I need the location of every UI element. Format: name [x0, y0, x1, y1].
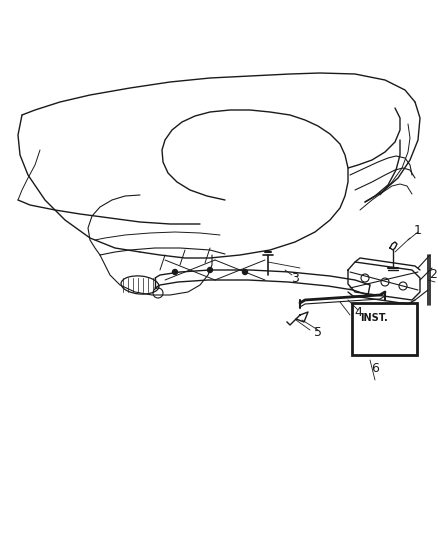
Circle shape	[173, 270, 177, 274]
Text: 4: 4	[354, 305, 362, 319]
Text: INST.: INST.	[360, 313, 388, 323]
Circle shape	[243, 270, 247, 274]
Text: 6: 6	[371, 361, 379, 375]
Circle shape	[208, 268, 212, 272]
Bar	[352, 303, 417, 355]
Text: 1: 1	[414, 223, 422, 237]
Text: 2: 2	[429, 269, 437, 281]
Text: 5: 5	[314, 326, 322, 338]
Text: 3: 3	[291, 271, 299, 285]
